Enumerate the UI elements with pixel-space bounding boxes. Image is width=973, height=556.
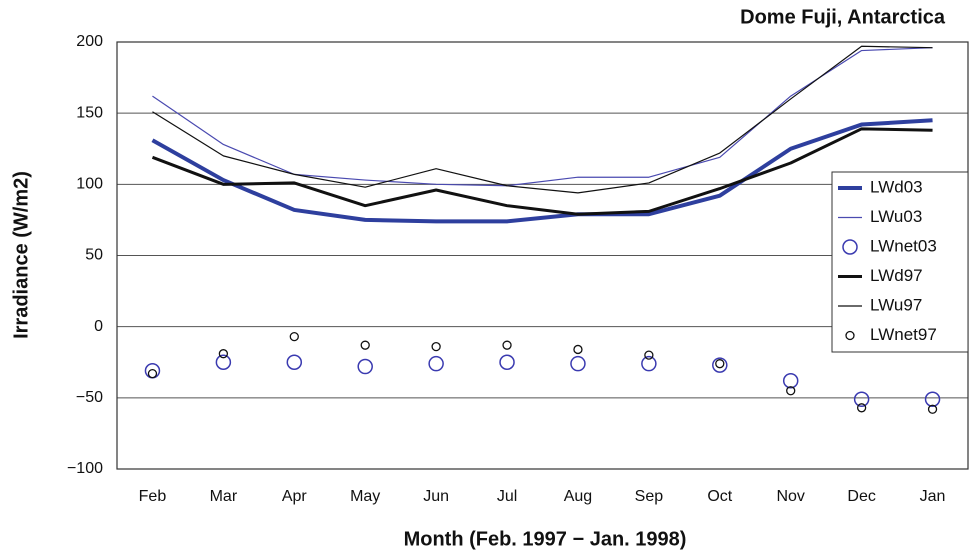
x-tick-label: Apr	[282, 488, 308, 505]
x-tick-label: Nov	[776, 488, 804, 505]
y-tick-label: 50	[85, 247, 103, 264]
marker	[147, 368, 158, 379]
y-tick-label: 0	[94, 318, 103, 335]
y-tick-label: −100	[67, 460, 103, 477]
marker	[499, 354, 515, 370]
series-line	[152, 45, 933, 194]
x-tick-label: Jul	[497, 488, 517, 505]
series-line	[151, 118, 933, 224]
marker	[782, 373, 799, 389]
marker	[853, 391, 870, 408]
marker	[644, 350, 654, 360]
x-tick-label: Aug	[564, 488, 592, 505]
y-tick-label: 150	[76, 104, 103, 121]
x-tick-label: Jun	[423, 488, 449, 505]
marker	[570, 355, 586, 372]
legend-box	[831, 171, 969, 353]
marker	[573, 344, 583, 355]
marker	[927, 404, 938, 414]
legend-marker	[842, 239, 858, 255]
chart-title: Dome Fuji, Antarctica	[740, 6, 946, 28]
y-tick-label: 100	[76, 176, 103, 193]
x-tick-label: May	[350, 488, 380, 505]
marker	[431, 341, 441, 352]
marker	[218, 349, 229, 359]
x-tick-label: Oct	[707, 488, 732, 505]
legend-label: LWu97	[870, 295, 922, 314]
marker	[856, 403, 867, 413]
marker	[144, 363, 161, 379]
legend-label: LWnet97	[870, 325, 937, 344]
marker	[286, 354, 303, 370]
marker	[715, 359, 725, 369]
marker	[641, 355, 657, 372]
series-line	[151, 127, 933, 216]
x-tick-label: Sep	[635, 488, 664, 505]
marker	[357, 358, 373, 375]
marker	[215, 354, 232, 370]
legend-label: LWd03	[870, 177, 923, 196]
marker	[360, 340, 370, 350]
x-tick-label: Jan	[920, 488, 946, 505]
marker	[428, 355, 444, 372]
legend-label: LWnet03	[870, 236, 937, 255]
series-line	[152, 47, 933, 187]
legend-label: LWd97	[870, 266, 923, 285]
marker	[712, 357, 728, 373]
x-tick-label: Feb	[139, 488, 167, 505]
legend-marker	[845, 330, 855, 341]
y-tick-label: 200	[76, 33, 103, 50]
marker	[786, 386, 796, 396]
marker	[289, 331, 299, 342]
y-tick-label: −50	[76, 389, 103, 406]
marker	[502, 340, 512, 350]
x-tick-label: Dec	[847, 488, 875, 505]
x-tick-label: Mar	[210, 488, 238, 505]
marker	[924, 391, 941, 408]
y-axis-label: Irradiance (W/m2)	[10, 171, 32, 339]
legend-label: LWu03	[870, 207, 922, 226]
x-axis-label: Month (Feb. 1997 − Jan. 1998)	[404, 528, 687, 550]
